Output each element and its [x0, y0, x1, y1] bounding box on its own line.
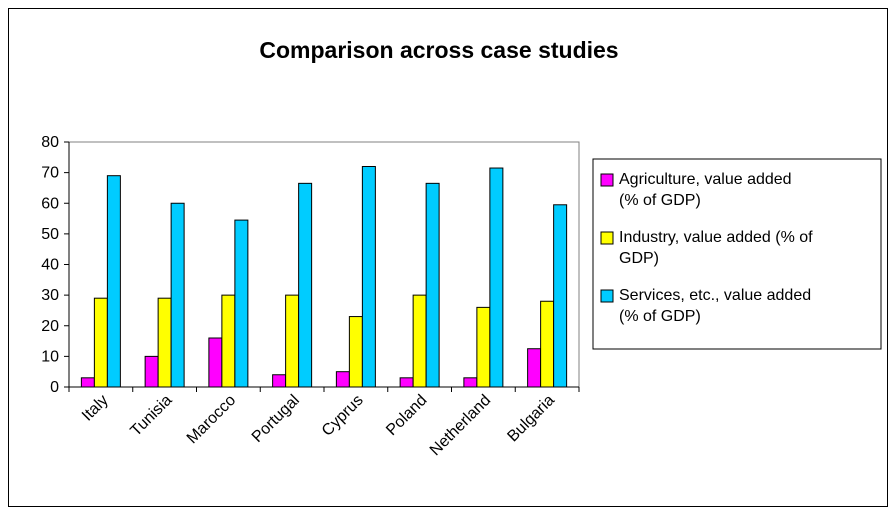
- legend-swatch: [600, 173, 614, 187]
- x-tick-label: Italy: [79, 392, 112, 425]
- bar: [412, 294, 427, 388]
- legend-label-line: Services, etc., value added: [619, 287, 811, 304]
- bar: [540, 300, 555, 388]
- bar: [527, 348, 542, 388]
- bar: [425, 182, 440, 388]
- y-tick-label: 60: [41, 195, 59, 212]
- y-tick-label: 70: [41, 165, 59, 182]
- y-tick-label: 20: [41, 318, 59, 335]
- legend-label-line: GDP): [619, 250, 659, 267]
- bar: [234, 219, 249, 388]
- legend-label-line: Agriculture, value added: [619, 171, 792, 188]
- bar: [399, 377, 414, 388]
- bar: [361, 166, 376, 388]
- legend: Agriculture, value added (% of GDP) Indust…: [592, 158, 882, 350]
- bar: [80, 377, 95, 388]
- x-tick-label: Poland: [383, 392, 430, 439]
- legend-label-line: (% of GDP): [619, 192, 701, 209]
- bar: [285, 294, 300, 388]
- bar: [489, 167, 504, 388]
- bar: [463, 377, 478, 388]
- x-tick-label: Cyprus: [319, 392, 367, 440]
- bar: [476, 306, 491, 388]
- legend-box: [592, 158, 882, 350]
- bar: [553, 204, 568, 388]
- x-tick-label: Tunisia: [127, 392, 175, 440]
- y-tick-label: 0: [50, 379, 59, 396]
- legend-label-line: (% of GDP): [619, 308, 701, 325]
- legend-swatch: [600, 231, 614, 245]
- bar: [298, 182, 313, 388]
- chart-frame: Comparison across case studies 0 10 20 30 40…: [8, 8, 888, 507]
- x-tick-label: Marocco: [184, 392, 239, 447]
- bar: [221, 294, 236, 388]
- y-tick-label: 50: [41, 226, 59, 243]
- bar: [157, 297, 172, 388]
- legend-label: Services, etc., value added (% of GDP): [619, 287, 811, 325]
- plot-area: 0 10 20 30 40 50 60 70 80 Italy Tunisia Marocco Port…: [41, 134, 580, 459]
- legend-label: Agriculture, value added (% of GDP): [619, 171, 792, 209]
- bar: [93, 297, 108, 388]
- bar: [144, 355, 159, 388]
- legend-swatch: [600, 289, 614, 303]
- bar: [272, 374, 287, 388]
- bar: [335, 371, 350, 388]
- y-tick-label: 10: [41, 348, 59, 365]
- x-tick-label: Portugal: [249, 392, 303, 446]
- bar: [208, 337, 223, 388]
- legend-label-line: Industry, value added (% of: [619, 229, 813, 246]
- y-tick-label: 80: [41, 134, 59, 151]
- legend-label: Industry, value added (% of GDP): [619, 229, 813, 267]
- y-tick-label: 30: [41, 287, 59, 304]
- y-tick-label: 40: [41, 257, 59, 274]
- bar: [348, 316, 363, 388]
- x-tick-label: Bulgaria: [504, 392, 558, 446]
- bar: [106, 175, 121, 388]
- chart-title: Comparison across case studies: [259, 37, 618, 63]
- chart-svg: Comparison across case studies 0 10 20 30 40…: [41, 37, 882, 459]
- bar: [170, 202, 185, 388]
- x-tick-label: Netherland: [427, 392, 494, 459]
